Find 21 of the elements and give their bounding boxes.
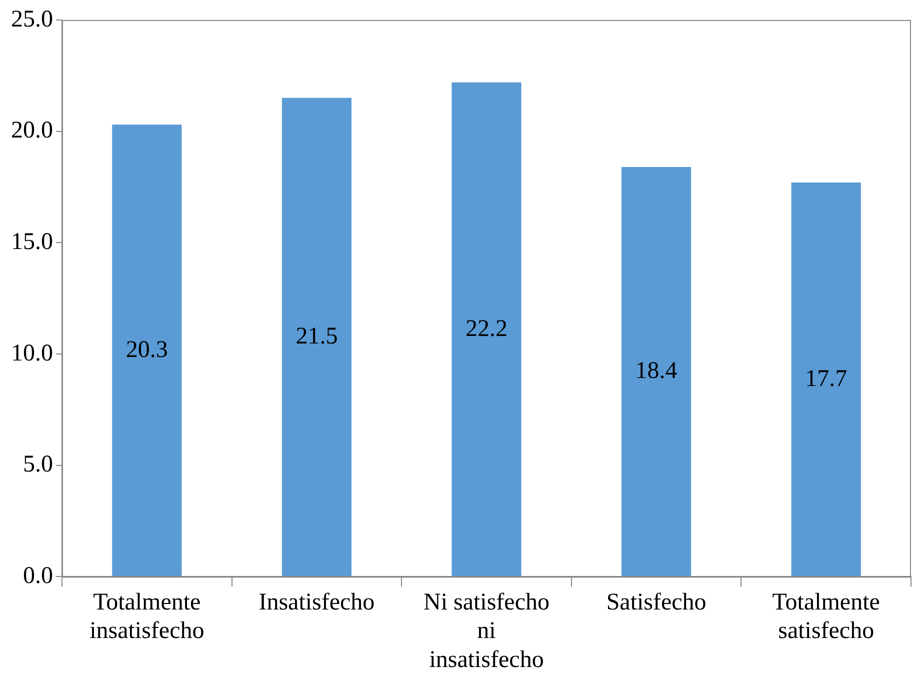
data-label: 20.3 — [126, 336, 168, 363]
bar — [791, 182, 861, 576]
x-tick-label: Satisfecho — [606, 589, 706, 616]
data-label: 21.5 — [296, 324, 338, 350]
bar — [282, 98, 352, 576]
x-tick-label: Insatisfecho — [258, 589, 375, 616]
x-tick-label: Ni satisfecho ni insatisfecho — [424, 589, 550, 673]
bar — [452, 82, 522, 576]
data-label: 22.2 — [466, 316, 508, 342]
bar — [112, 124, 182, 576]
data-label: 17.7 — [805, 366, 848, 392]
y-tick-label: 15.0 — [11, 228, 53, 255]
x-tick-label: Totalmente insatisfecho — [90, 589, 204, 644]
y-tick-label: 20.0 — [11, 118, 53, 144]
bar — [621, 166, 692, 576]
y-tick-label: 10.0 — [11, 340, 53, 366]
data-label: 18.4 — [635, 358, 678, 384]
x-tick-label: Totalmente satisfecho — [772, 589, 880, 644]
y-tick-label: 0.0 — [23, 562, 53, 589]
y-tick-label: 5.0 — [23, 452, 53, 478]
y-tick-label: 25.0 — [11, 6, 53, 32]
